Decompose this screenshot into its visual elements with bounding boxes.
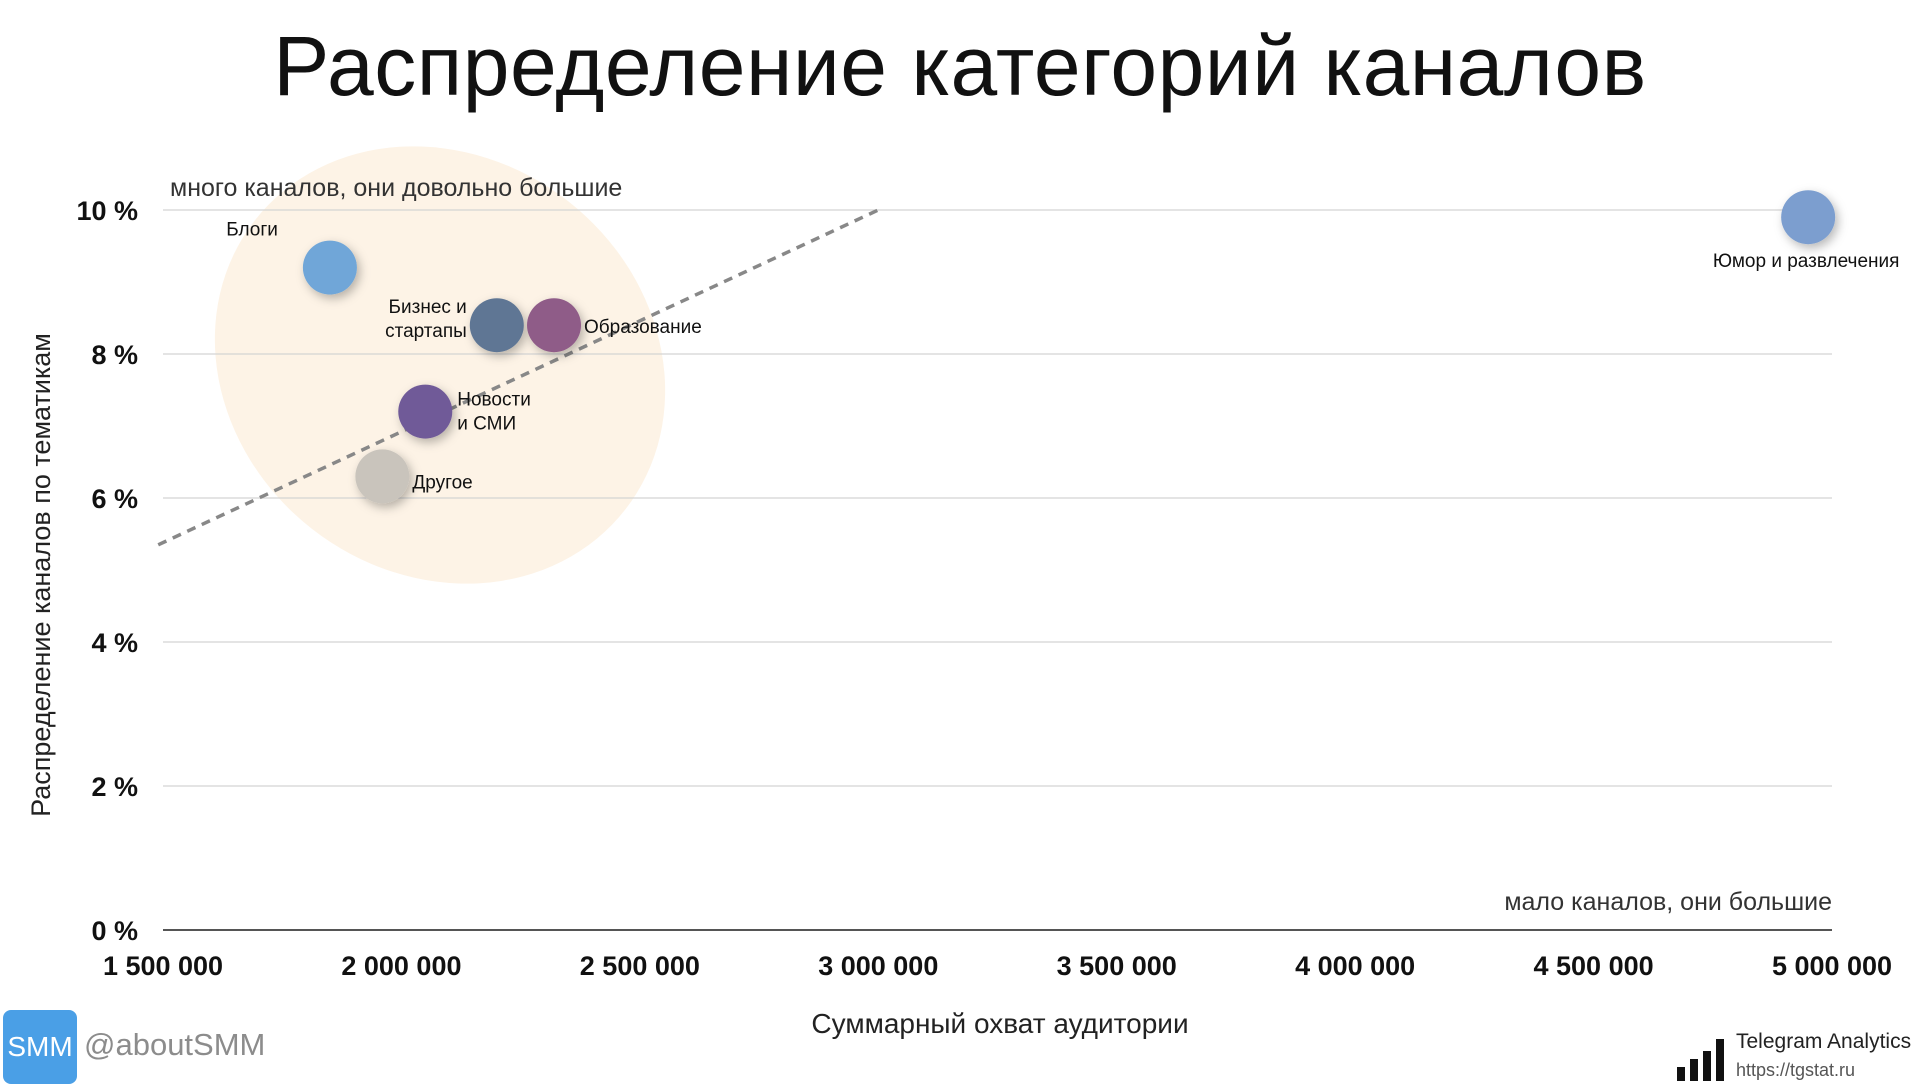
axes: 0 % 2 % 4 % 6 % 8 % 10 % 1 500 000 2 000 000 2 5…: [76, 196, 1892, 981]
trend-line: [157, 208, 880, 547]
x-axis-label: Суммарный охват аудитории: [811, 1008, 1188, 1039]
smm-badge-icon: SMM: [3, 1010, 77, 1084]
analytics-url: https://tgstat.ru: [1736, 1060, 1856, 1080]
y-tick-label: 2 %: [91, 772, 138, 802]
data-point: [398, 384, 453, 439]
y-tick-label: 0 %: [91, 916, 138, 946]
bar-chart-icon: [1677, 1037, 1724, 1081]
data-point: [355, 449, 410, 504]
x-tick-label: 2 500 000: [580, 951, 700, 981]
analytics-name: Telegram Analytics: [1736, 1030, 1912, 1053]
y-tick-label: 10 %: [76, 196, 138, 226]
grid-lines: [163, 209, 1832, 787]
x-tick-label: 4 500 000: [1534, 951, 1654, 981]
y-axis-label: Распределение каналов по тематикам: [26, 333, 56, 817]
y-tick-label: 6 %: [91, 484, 138, 514]
data-label: Другое: [412, 472, 472, 493]
y-tick-label: 4 %: [91, 628, 138, 658]
x-tick-label: 3 500 000: [1057, 951, 1177, 981]
data-points: [302, 190, 1836, 504]
x-tick-label: 1 500 000: [103, 951, 223, 981]
x-tick-label: 3 000 000: [818, 951, 938, 981]
data-label: Блоги: [226, 220, 278, 241]
y-tick-label: 8 %: [91, 340, 138, 370]
x-tick-label: 2 000 000: [341, 951, 461, 981]
data-label: Образование: [584, 317, 702, 338]
data-label: Новости и СМИ: [457, 390, 531, 435]
data-point: [1781, 190, 1836, 245]
data-labels: Блоги Бизнес и стартапы Образование Новости и…: [226, 220, 1899, 494]
data-point: [469, 298, 524, 353]
data-label: Бизнес и стартапы: [385, 297, 467, 342]
annotation-top-left: много каналов, они довольно большие: [170, 174, 622, 202]
brand-badge-text: SMM: [7, 1031, 73, 1062]
telegram-analytics-logo: Telegram Analytics https://tgstat.ru: [1677, 1030, 1911, 1081]
author-handle: @aboutSMM: [84, 1027, 266, 1062]
data-label: Юмор и развлечения: [1713, 251, 1900, 272]
annotation-bottom-right: мало каналов, они большие: [1504, 888, 1832, 916]
x-tick-label: 4 000 000: [1295, 951, 1415, 981]
chart-title: Распределение категорий каналов: [273, 19, 1647, 113]
data-point: [527, 298, 582, 353]
highlight-region: [214, 146, 666, 584]
x-tick-label: 5 000 000: [1772, 951, 1892, 981]
data-point: [302, 240, 357, 295]
